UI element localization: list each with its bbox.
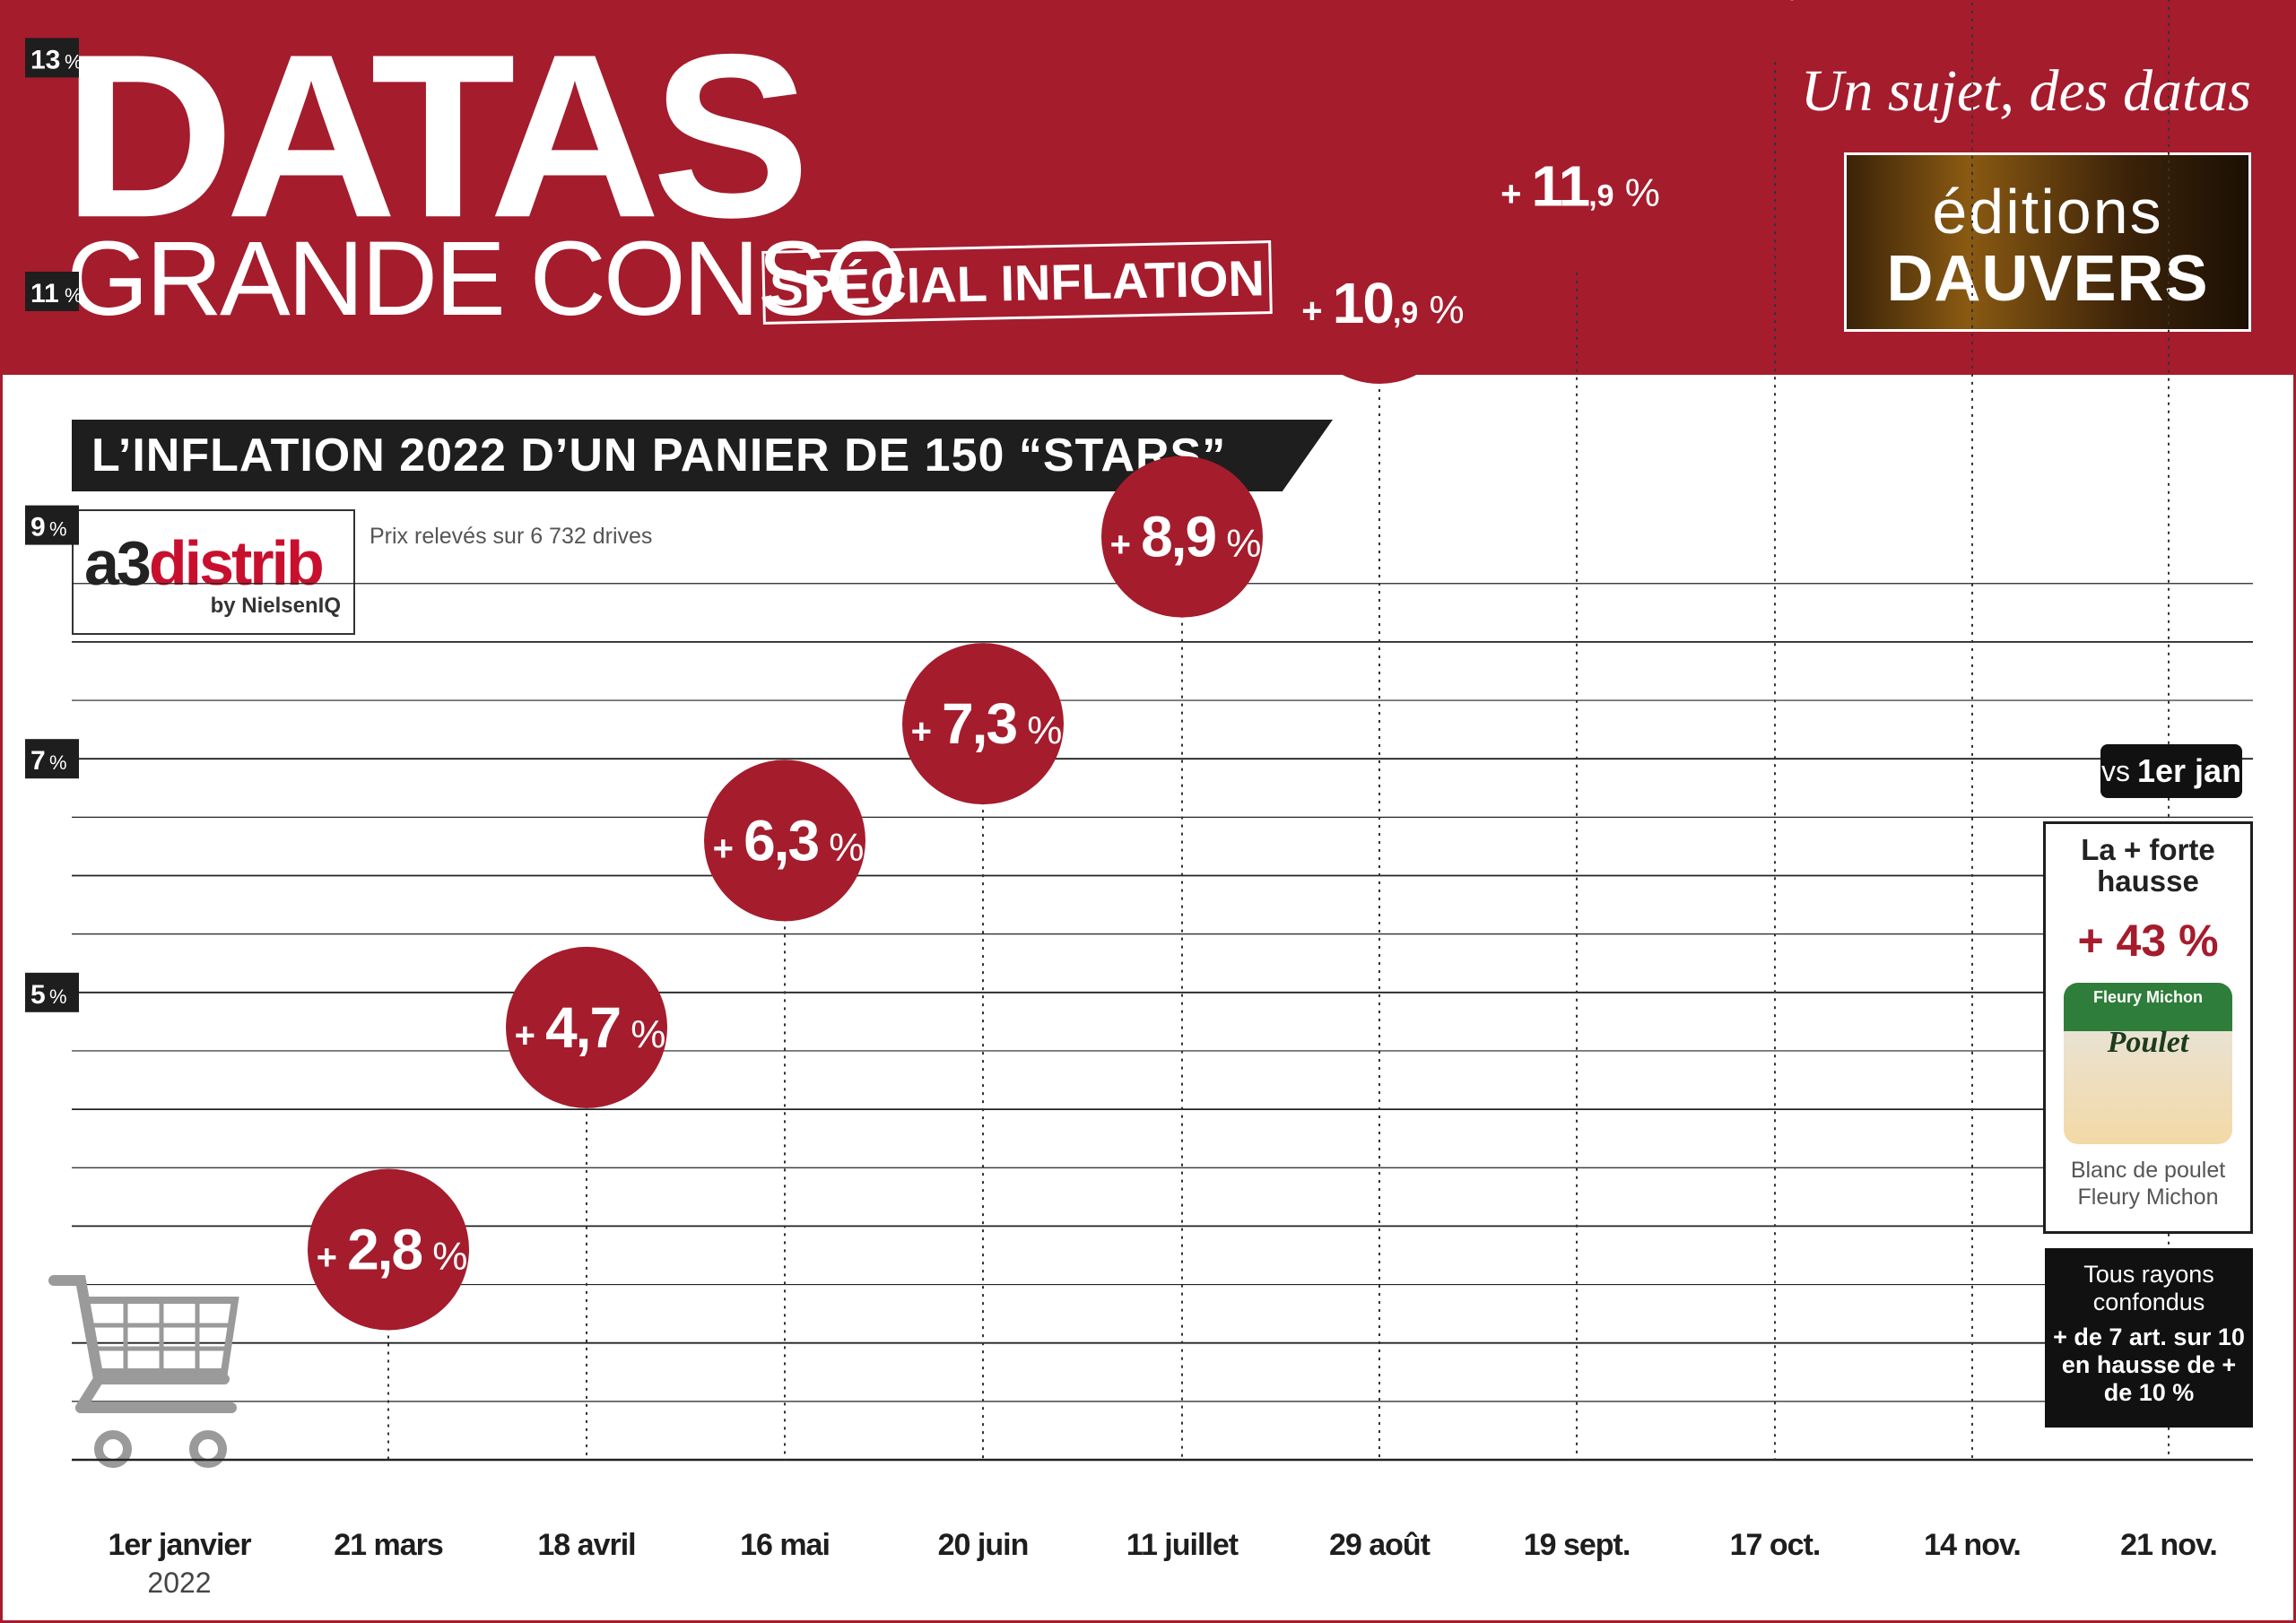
source-logo-by: by NielsenIQ [210, 594, 341, 618]
product-caption: Blanc de poulet Fleury Michon [2070, 1158, 2226, 1211]
product-name: Poulet [2107, 1026, 2189, 1060]
data-point [1101, 456, 1263, 618]
brand-title: DATAS [63, 5, 810, 267]
y-tick-box [25, 272, 79, 311]
top-increase-value: + 43 % [2077, 916, 2219, 967]
y-tick-suffix: % [49, 751, 67, 774]
all-departments-heading: Tous rayons confondus [2083, 1261, 2214, 1316]
x-tick-label: 20 juin [938, 1528, 1029, 1562]
source-logo-distrib: distrib [148, 528, 325, 598]
all-departments-stat: + de 7 art. sur 10 en hausse de + de 10 … [2053, 1324, 2245, 1407]
y-tick-suffix: % [65, 50, 83, 73]
data-label: + 13,7 % [1697, 0, 1859, 8]
y-tick-suffix: % [49, 518, 67, 541]
y-tick-box [25, 739, 79, 779]
y-tick-box [25, 972, 79, 1012]
source-note: Prix relevés sur 6 732 drives [370, 524, 653, 549]
product-brand: Fleury Michon [2092, 988, 2203, 1007]
data-label: + 6,3 % [713, 808, 865, 872]
x-tick-label: 21 nov. [2120, 1528, 2217, 1562]
brand-subtitle: GRANDE CONSO [66, 220, 907, 338]
top-increase-heading: La + forte hausse [2081, 833, 2215, 898]
vs-ref: 1er jan [2136, 752, 2242, 789]
x-tick-label: 17 oct. [1730, 1528, 1821, 1562]
data-point [1698, 0, 1852, 57]
data-label: + 8,9 % [1110, 505, 1262, 569]
x-tick-label: 16 mai [740, 1528, 830, 1562]
data-label: + 7,3 % [911, 691, 1063, 756]
chart-frame [0, 375, 2296, 1623]
shopping-cart-icon [48, 1275, 239, 1468]
publisher-line1: éditions [1932, 177, 2163, 247]
x-tick-label: 11 juillet [1126, 1528, 1239, 1562]
source-logo-text: a3distrib [84, 527, 325, 599]
y-tick-box [25, 38, 79, 78]
source-logo-a3: a3 [84, 528, 152, 598]
x-start-year: 2022 [147, 1567, 211, 1599]
all-departments-box: Tous rayons confondus + de 7 art. sur 10… [2045, 1248, 2253, 1428]
y-tick-suffix: % [65, 284, 83, 307]
data-label: + 4,7 % [515, 995, 666, 1060]
y-tick-suffix: % [49, 985, 67, 1008]
data-point [506, 946, 667, 1108]
y-tick-label: 11 [30, 279, 59, 308]
top-increase-box: La + forte hausse + 43 % Fleury Michon P… [2043, 821, 2253, 1234]
data-label: + 2,8 % [317, 1217, 468, 1281]
x-tick-label: 29 août [1329, 1528, 1431, 1562]
y-tick-label: 13 [30, 45, 60, 74]
data-point [704, 759, 865, 922]
publisher-line2: DAUVERS [1886, 243, 2209, 315]
data-point [1496, 105, 1657, 267]
x-tick-label: 18 avril [537, 1528, 635, 1562]
chart-title: L’INFLATION 2022 D’UN PANIER DE 150 “STA… [72, 420, 1333, 491]
data-label: + 11,9 % [1500, 154, 1660, 219]
product-pack-image: Fleury Michon Poulet [2064, 983, 2232, 1145]
x-tick-label: 1er janvier [108, 1528, 251, 1562]
data-point [1299, 222, 1460, 385]
y-tick-label: 9 [30, 513, 46, 542]
data-point [902, 643, 1064, 805]
publisher-logo: éditions DAUVERS [1844, 152, 2251, 332]
x-tick-label: 14 nov. [1924, 1528, 2021, 1562]
tagline: Un sujet, des datas [1800, 58, 2251, 124]
data-label: + 10,9 % [1301, 271, 1464, 335]
source-logo: a3distrib by NielsenIQ [72, 509, 355, 635]
x-tick-label: 19 sept. [1524, 1528, 1631, 1562]
y-tick-box [25, 505, 79, 545]
y-tick-label: 7 [30, 746, 46, 776]
header: DATAS GRANDE CONSO SPÉCIAL INFLATION Un … [0, 0, 2296, 375]
vs-reference-badge: vs 1er jan [2100, 744, 2242, 798]
y-tick-label: 5 [30, 980, 46, 1010]
vs-prefix: vs [2100, 754, 2130, 787]
x-tick-label: 21 mars [334, 1528, 443, 1562]
data-point [308, 1168, 469, 1331]
